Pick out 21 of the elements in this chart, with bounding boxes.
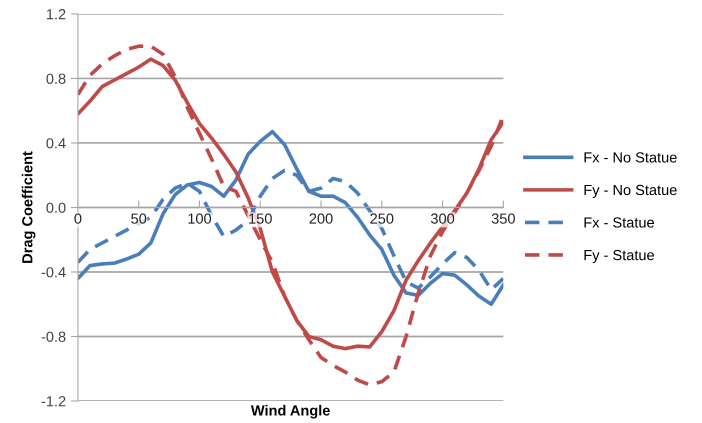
legend-label: Fy - No Statue [584,184,677,198]
x-tick-label: 50 [131,213,146,224]
y-tick-label: -0.8 [42,332,66,342]
y-tick-label: -1.2 [42,396,66,406]
y-axis-title: Drag Coefficient [22,151,36,263]
x-tick-label: 100 [188,213,212,224]
y-tick-label: 1.2 [46,9,66,20]
x-tick-label: 0 [74,213,82,224]
x-tick-label: 300 [430,213,454,224]
x-tick-label: 250 [370,213,394,224]
x-tick-label: 200 [310,213,333,224]
y-tick-label: -0.4 [42,267,66,278]
legend-label: Fx - No Statue [584,152,677,163]
x-tick-label: 350 [492,213,515,224]
legend-label: Fy - Statue [584,250,654,264]
y-tick-label: 0.8 [46,74,66,84]
y-tick-label: 0.4 [46,138,66,148]
legend-label: Fx - Statue [584,217,654,228]
x-tick-label: 150 [249,213,272,224]
x-axis-title: Wind Angle [250,404,330,419]
y-tick-label: 0.0 [46,202,66,213]
